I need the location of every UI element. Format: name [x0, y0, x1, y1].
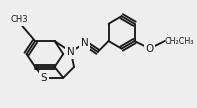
Text: N: N [81, 38, 89, 48]
Text: O: O [146, 44, 154, 54]
Text: CH₂CH₃: CH₂CH₃ [165, 37, 194, 46]
Text: CH3: CH3 [10, 15, 28, 24]
Text: S: S [41, 73, 47, 83]
Text: N: N [67, 47, 75, 57]
